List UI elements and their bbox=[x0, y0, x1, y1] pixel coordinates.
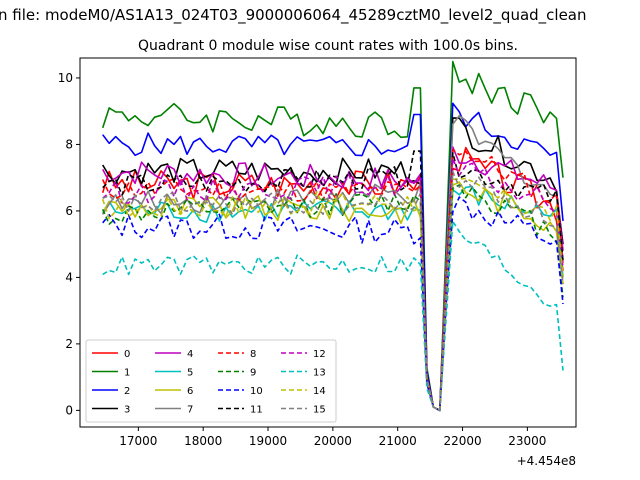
legend-label-6: 6 bbox=[187, 386, 193, 397]
x-offset-label: +4.454e8 bbox=[517, 454, 576, 468]
ticks-layer: 17000 18000 19000 20000 21000 22000 23000 0 2 4 6 8… bbox=[58, 71, 547, 448]
y-tick-label: 4 bbox=[65, 270, 73, 284]
legend-label-0: 0 bbox=[124, 349, 130, 360]
series-line-1 bbox=[101, 60, 564, 412]
x-tick-label: 21000 bbox=[379, 434, 417, 448]
series-line-14 bbox=[101, 177, 564, 412]
series-line-3 bbox=[102, 117, 564, 412]
legend-label-14: 14 bbox=[313, 386, 326, 397]
series-line-12 bbox=[102, 157, 564, 412]
series-line-8 bbox=[101, 148, 564, 412]
x-tick-label: 23000 bbox=[508, 434, 546, 448]
series-line-10 bbox=[102, 196, 564, 412]
legend-label-4: 4 bbox=[187, 349, 193, 360]
legend-label-13: 13 bbox=[313, 368, 326, 379]
legend-label-1: 1 bbox=[124, 368, 130, 379]
legend-label-10: 10 bbox=[250, 386, 263, 397]
plot-frame bbox=[79, 57, 577, 428]
legend-label-3: 3 bbox=[124, 405, 130, 416]
series-line-11 bbox=[102, 150, 564, 412]
legend-label-5: 5 bbox=[187, 368, 193, 379]
legend-label-12: 12 bbox=[313, 349, 326, 360]
series-layer bbox=[101, 60, 564, 412]
suptitle: n file: modeM0/AS1A13_024T03_9000006064_… bbox=[0, 6, 587, 25]
x-tick-label: 19000 bbox=[249, 434, 287, 448]
series-line-9 bbox=[101, 184, 564, 412]
legend-frame bbox=[85, 339, 337, 423]
x-tick-label: 20000 bbox=[314, 434, 352, 448]
y-tick-label: 6 bbox=[65, 204, 73, 218]
series-line-5 bbox=[101, 185, 564, 412]
y-tick-label: 8 bbox=[65, 137, 73, 151]
y-tick-label: 10 bbox=[58, 71, 73, 85]
legend-label-7: 7 bbox=[187, 405, 193, 416]
x-tick-label: 22000 bbox=[443, 434, 481, 448]
x-tick-label: 18000 bbox=[184, 434, 222, 448]
y-tick-label: 2 bbox=[65, 337, 73, 351]
series-line-2 bbox=[102, 102, 564, 412]
legend-label-2: 2 bbox=[124, 386, 130, 397]
legend-label-8: 8 bbox=[250, 349, 256, 360]
legend-label-9: 9 bbox=[250, 368, 256, 379]
y-tick-label: 0 bbox=[65, 403, 73, 417]
legend-label-15: 15 bbox=[313, 405, 326, 416]
legend-label-11: 11 bbox=[250, 405, 263, 416]
x-tick-label: 17000 bbox=[119, 434, 157, 448]
series-line-15 bbox=[102, 170, 564, 412]
series-line-7 bbox=[102, 114, 564, 412]
chart-title: Quadrant 0 module wise count rates with … bbox=[138, 38, 518, 54]
